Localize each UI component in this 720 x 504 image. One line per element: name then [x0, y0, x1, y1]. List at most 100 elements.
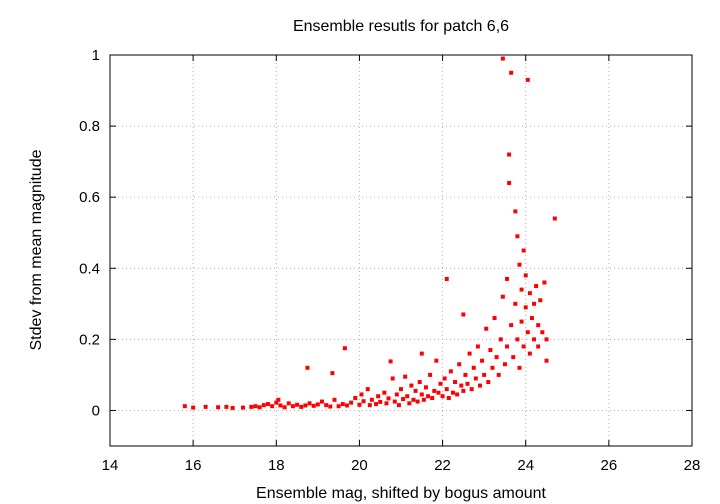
y-axis-title: Stdev from mean magnitude: [28, 149, 45, 350]
data-point: [475, 344, 480, 349]
data-point: [388, 359, 393, 364]
data-point: [432, 388, 437, 393]
data-point: [305, 365, 310, 370]
data-point: [513, 209, 518, 214]
data-point: [521, 344, 526, 349]
data-point: [328, 404, 333, 409]
data-point: [409, 383, 414, 388]
data-point: [419, 351, 424, 356]
data-point: [320, 399, 325, 404]
data-point: [330, 371, 335, 376]
data-point: [278, 403, 283, 408]
y-tick-label: 1: [92, 47, 100, 64]
data-point: [552, 216, 557, 221]
y-tick-label: 0.2: [79, 331, 100, 348]
data-point: [417, 380, 422, 385]
data-point: [505, 276, 510, 281]
data-point: [544, 358, 549, 363]
data-point: [484, 326, 489, 331]
data-point: [376, 394, 381, 399]
data-point: [365, 387, 370, 392]
y-tick-label: 0.4: [79, 260, 100, 277]
data-point: [446, 396, 451, 401]
data-point: [440, 394, 445, 399]
data-point: [434, 358, 439, 363]
data-point: [361, 399, 366, 404]
data-point: [488, 348, 493, 353]
data-point: [519, 319, 524, 324]
data-point: [286, 401, 291, 406]
x-tick-label: 14: [102, 457, 119, 474]
data-point: [367, 403, 372, 408]
x-tick-label: 16: [185, 457, 202, 474]
data-point: [542, 280, 547, 285]
data-point: [480, 358, 485, 363]
data-point: [469, 387, 474, 392]
data-point: [500, 294, 505, 299]
x-tick-label: 20: [351, 457, 368, 474]
data-point: [241, 405, 246, 410]
data-point: [461, 312, 466, 317]
grid-lines: [110, 55, 692, 446]
data-point: [353, 396, 358, 401]
data-point: [344, 403, 349, 408]
data-point: [230, 405, 235, 410]
data-point: [496, 372, 501, 377]
data-point: [523, 273, 528, 278]
data-point: [525, 330, 530, 335]
data-point: [477, 383, 482, 388]
data-point: [436, 390, 441, 395]
data-point: [392, 399, 397, 404]
data-point: [295, 402, 300, 407]
data-point: [274, 400, 279, 405]
x-tick-label: 28: [684, 457, 701, 474]
data-point: [515, 337, 520, 342]
data-point: [467, 351, 472, 356]
data-point: [405, 394, 410, 399]
data-point: [411, 397, 416, 402]
data-point: [299, 404, 304, 409]
data-point: [457, 362, 462, 367]
data-point: [527, 351, 532, 356]
data-point: [303, 403, 308, 408]
data-point: [421, 397, 426, 402]
data-point: [444, 276, 449, 281]
data-point: [349, 400, 354, 405]
data-point: [423, 385, 428, 390]
data-point: [359, 392, 364, 397]
data-point: [442, 376, 447, 381]
data-point: [357, 402, 362, 407]
y-tick-label: 0: [92, 402, 100, 419]
data-point: [486, 380, 491, 385]
data-point: [407, 401, 412, 406]
data-point: [494, 355, 499, 360]
data-point: [253, 404, 258, 409]
data-points: [182, 56, 557, 410]
data-point: [532, 337, 537, 342]
data-point: [336, 404, 341, 409]
y-tick-label: 0.8: [79, 118, 100, 135]
data-point: [450, 390, 455, 395]
data-point: [340, 402, 345, 407]
data-point: [276, 397, 281, 402]
data-point: [413, 388, 418, 393]
data-point: [515, 234, 520, 239]
data-point: [324, 403, 329, 408]
data-point: [536, 323, 541, 328]
data-point: [216, 405, 221, 410]
plot-frame: [109, 54, 693, 447]
data-point: [270, 404, 275, 409]
data-point: [534, 284, 539, 289]
data-point: [509, 323, 514, 328]
data-point: [507, 180, 512, 185]
data-point: [430, 396, 435, 401]
data-point: [482, 372, 487, 377]
x-tick-label: 22: [434, 457, 451, 474]
data-point: [428, 372, 433, 377]
data-point: [517, 365, 522, 370]
data-point: [500, 56, 505, 61]
data-point: [473, 376, 478, 381]
data-point: [182, 404, 187, 409]
data-point: [369, 397, 374, 402]
